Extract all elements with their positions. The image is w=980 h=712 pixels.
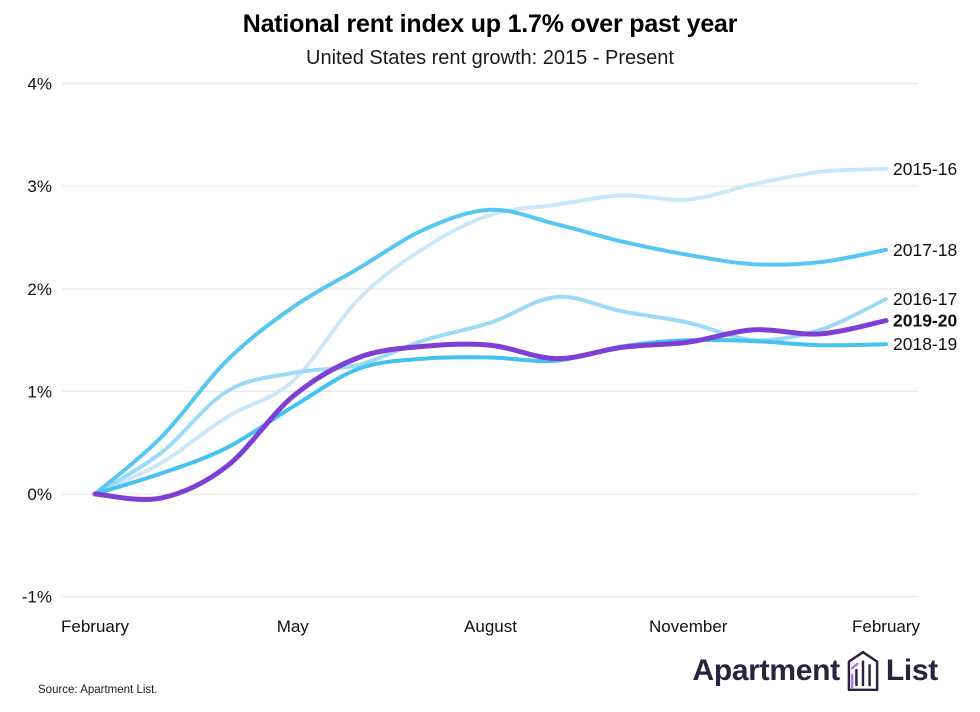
logo-word-list: List [885,654,938,687]
series-label-2016-17: 2016-17 [893,289,957,309]
apartment-list-logo: Apartment List [693,650,938,692]
series-label-2017-18: 2017-18 [893,240,957,260]
y-tick-label: 1% [27,382,52,401]
y-tick-label: 2% [27,280,52,299]
series-label-2019-20: 2019-20 [893,311,957,331]
y-tick-label: 0% [27,485,52,504]
chart-subtitle: United States rent growth: 2015 - Presen… [306,47,674,69]
series-label-2015-16: 2015-16 [893,159,957,179]
chart-title: National rent index up 1.7% over past ye… [242,10,738,38]
logo-word-apartment: Apartment [692,654,841,687]
y-tick-label: 4% [27,75,52,94]
series-line-2017-18 [93,207,888,496]
series-line-2018-19 [93,337,888,496]
series-line-2019-20 [92,318,889,503]
apartment-list-logo-icon [847,650,879,692]
series-label-2018-19: 2018-19 [893,334,957,354]
y-tick-label: 3% [27,177,52,196]
x-tick-label: February [852,617,921,636]
x-tick-label: November [649,617,728,636]
series-line-2016-17 [93,294,888,496]
series-line-2015-16 [93,166,888,496]
y-tick-label: -1% [22,588,52,607]
x-tick-label: February [61,617,130,636]
source-note: Source: Apartment List. [38,684,158,696]
x-tick-label: May [277,617,310,636]
x-tick-label: August [464,617,517,636]
